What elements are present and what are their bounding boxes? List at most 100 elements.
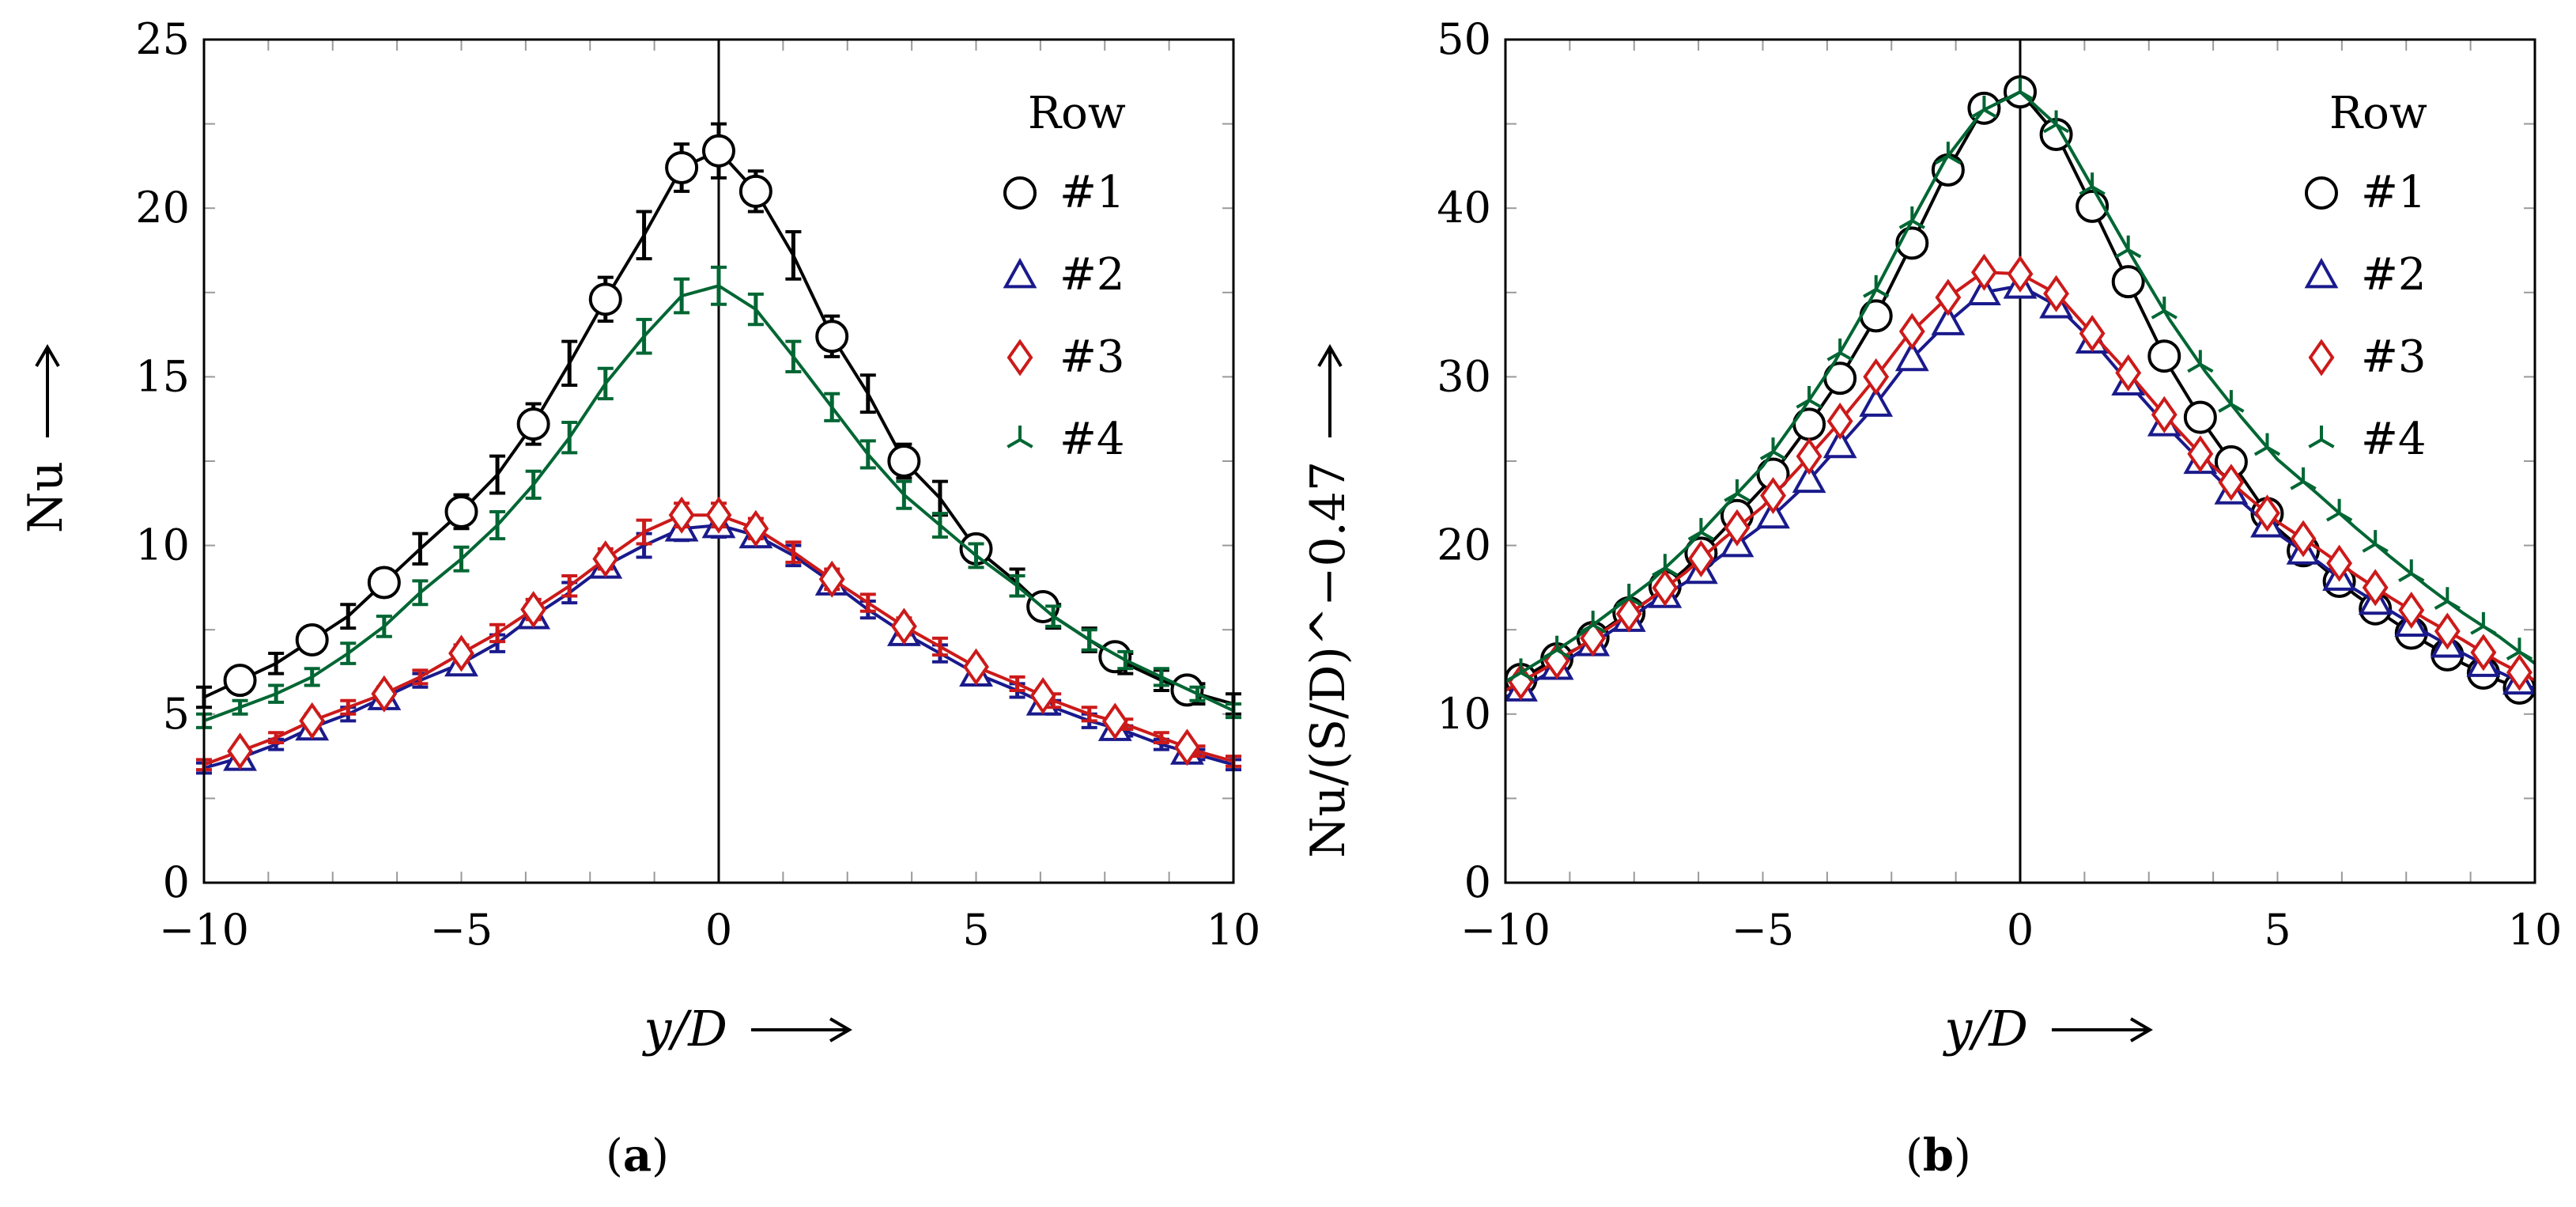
data-point (2151, 395, 2178, 433)
data-point (1543, 635, 1570, 659)
data-point (1859, 386, 1894, 417)
data-point (2218, 464, 2245, 501)
y-tick-label: 50 (1437, 14, 1491, 64)
x-tick-label: −5 (430, 905, 493, 955)
data-point (2290, 520, 2317, 558)
data-point (1796, 385, 1822, 409)
data-point (2183, 400, 2217, 434)
data-point (1826, 402, 1853, 440)
x-axis-label: y/D (641, 1000, 727, 1058)
x-axis-arrow (751, 1017, 852, 1042)
subfigure-label-a-close: ) (652, 1130, 670, 1182)
data-point (1970, 253, 1997, 291)
data-point (2434, 587, 2461, 610)
data-point (227, 732, 254, 770)
legend-label: #4 (2361, 414, 2427, 465)
subfigure-label-a-open: ( (606, 1130, 623, 1182)
data-point (1615, 583, 1642, 607)
y-axis-label: Nu/(S/D)^−0.47 (1301, 461, 1356, 858)
data-point (2111, 265, 2145, 299)
data-point (223, 664, 257, 698)
data-point (1826, 338, 1853, 361)
data-point (371, 675, 398, 713)
data-point (1615, 595, 1642, 633)
data-point (665, 151, 699, 185)
subfigure-label-a: (a) (606, 1129, 669, 1182)
data-point (2042, 110, 2070, 134)
data-point (2326, 544, 2353, 582)
y-axis-label-group: Nu (18, 344, 74, 533)
data-point (2470, 611, 2497, 635)
plot-frame (1504, 38, 2536, 884)
data-point (1935, 142, 1962, 165)
subfigure-label-b-close: ) (1954, 1130, 1971, 1182)
data-point (520, 591, 547, 629)
x-tick-label: 0 (705, 905, 732, 955)
legend-title: Row (1028, 88, 1126, 139)
y-arrow-head (1317, 344, 1343, 368)
series-row-4 (1504, 78, 2536, 684)
data-point (1687, 517, 1715, 541)
data-point (2506, 638, 2533, 660)
y-tick-label: 5 (163, 689, 190, 739)
data-point (592, 540, 619, 578)
data-point (1970, 95, 1998, 119)
data-point (1759, 437, 1787, 460)
x-axis-label: y/D (1942, 1000, 2028, 1058)
legend-marker (2308, 426, 2335, 448)
y-tick-label: 25 (135, 14, 190, 64)
data-point (963, 648, 989, 686)
legend-marker (1003, 257, 1037, 289)
data-point (2254, 494, 2280, 532)
data-point (1580, 611, 1607, 634)
legend-marker (1003, 176, 1037, 210)
data-point (2079, 315, 2106, 353)
data-point (1652, 554, 1679, 577)
y-axis-label: Nu (18, 461, 74, 533)
data-point (742, 509, 769, 547)
data-point (738, 174, 772, 208)
data-point (1898, 206, 1925, 229)
data-point (705, 496, 732, 534)
x-tick-label: 5 (2264, 905, 2291, 955)
legend-label: #2 (2361, 249, 2427, 301)
data-point (1931, 305, 1966, 335)
legend-marker (1007, 426, 1033, 448)
subfigure-label-b: (b) (1906, 1129, 1971, 1182)
data-point (890, 607, 917, 645)
data-point (2434, 612, 2461, 650)
legend-marker (2305, 176, 2338, 210)
x-arrow-head (2129, 1017, 2153, 1042)
data-point (815, 320, 849, 354)
data-point (1931, 153, 1965, 187)
data-point (1796, 437, 1822, 475)
data-point (1760, 477, 1786, 515)
y-tick-label: 40 (1437, 183, 1491, 233)
subfigure-label-b-letter: b (1922, 1129, 1955, 1182)
y-axis-arrow (1317, 344, 1343, 437)
data-point (2007, 255, 2034, 293)
y-axis-arrow (35, 344, 60, 437)
y-tick-label: 10 (1437, 689, 1491, 739)
data-point (516, 407, 550, 441)
data-point (1101, 702, 1128, 740)
data-point (818, 560, 845, 598)
y-tick-label: 20 (1437, 520, 1491, 570)
data-point (1863, 358, 1890, 395)
data-point (1724, 479, 1751, 502)
data-point (702, 134, 735, 168)
data-point (2007, 78, 2034, 100)
data-point (1898, 312, 1925, 350)
x-tick-label: −5 (1732, 905, 1795, 955)
legend-label: #3 (2361, 331, 2427, 383)
data-point (2398, 559, 2425, 582)
data-point (2115, 235, 2142, 259)
data-point (2506, 653, 2533, 691)
legend-label: #1 (1059, 167, 1125, 218)
data-point (367, 566, 401, 600)
data-point (2043, 274, 2070, 312)
data-point (2218, 390, 2245, 413)
legend-marker (1007, 339, 1033, 376)
data-point (1029, 677, 1056, 715)
